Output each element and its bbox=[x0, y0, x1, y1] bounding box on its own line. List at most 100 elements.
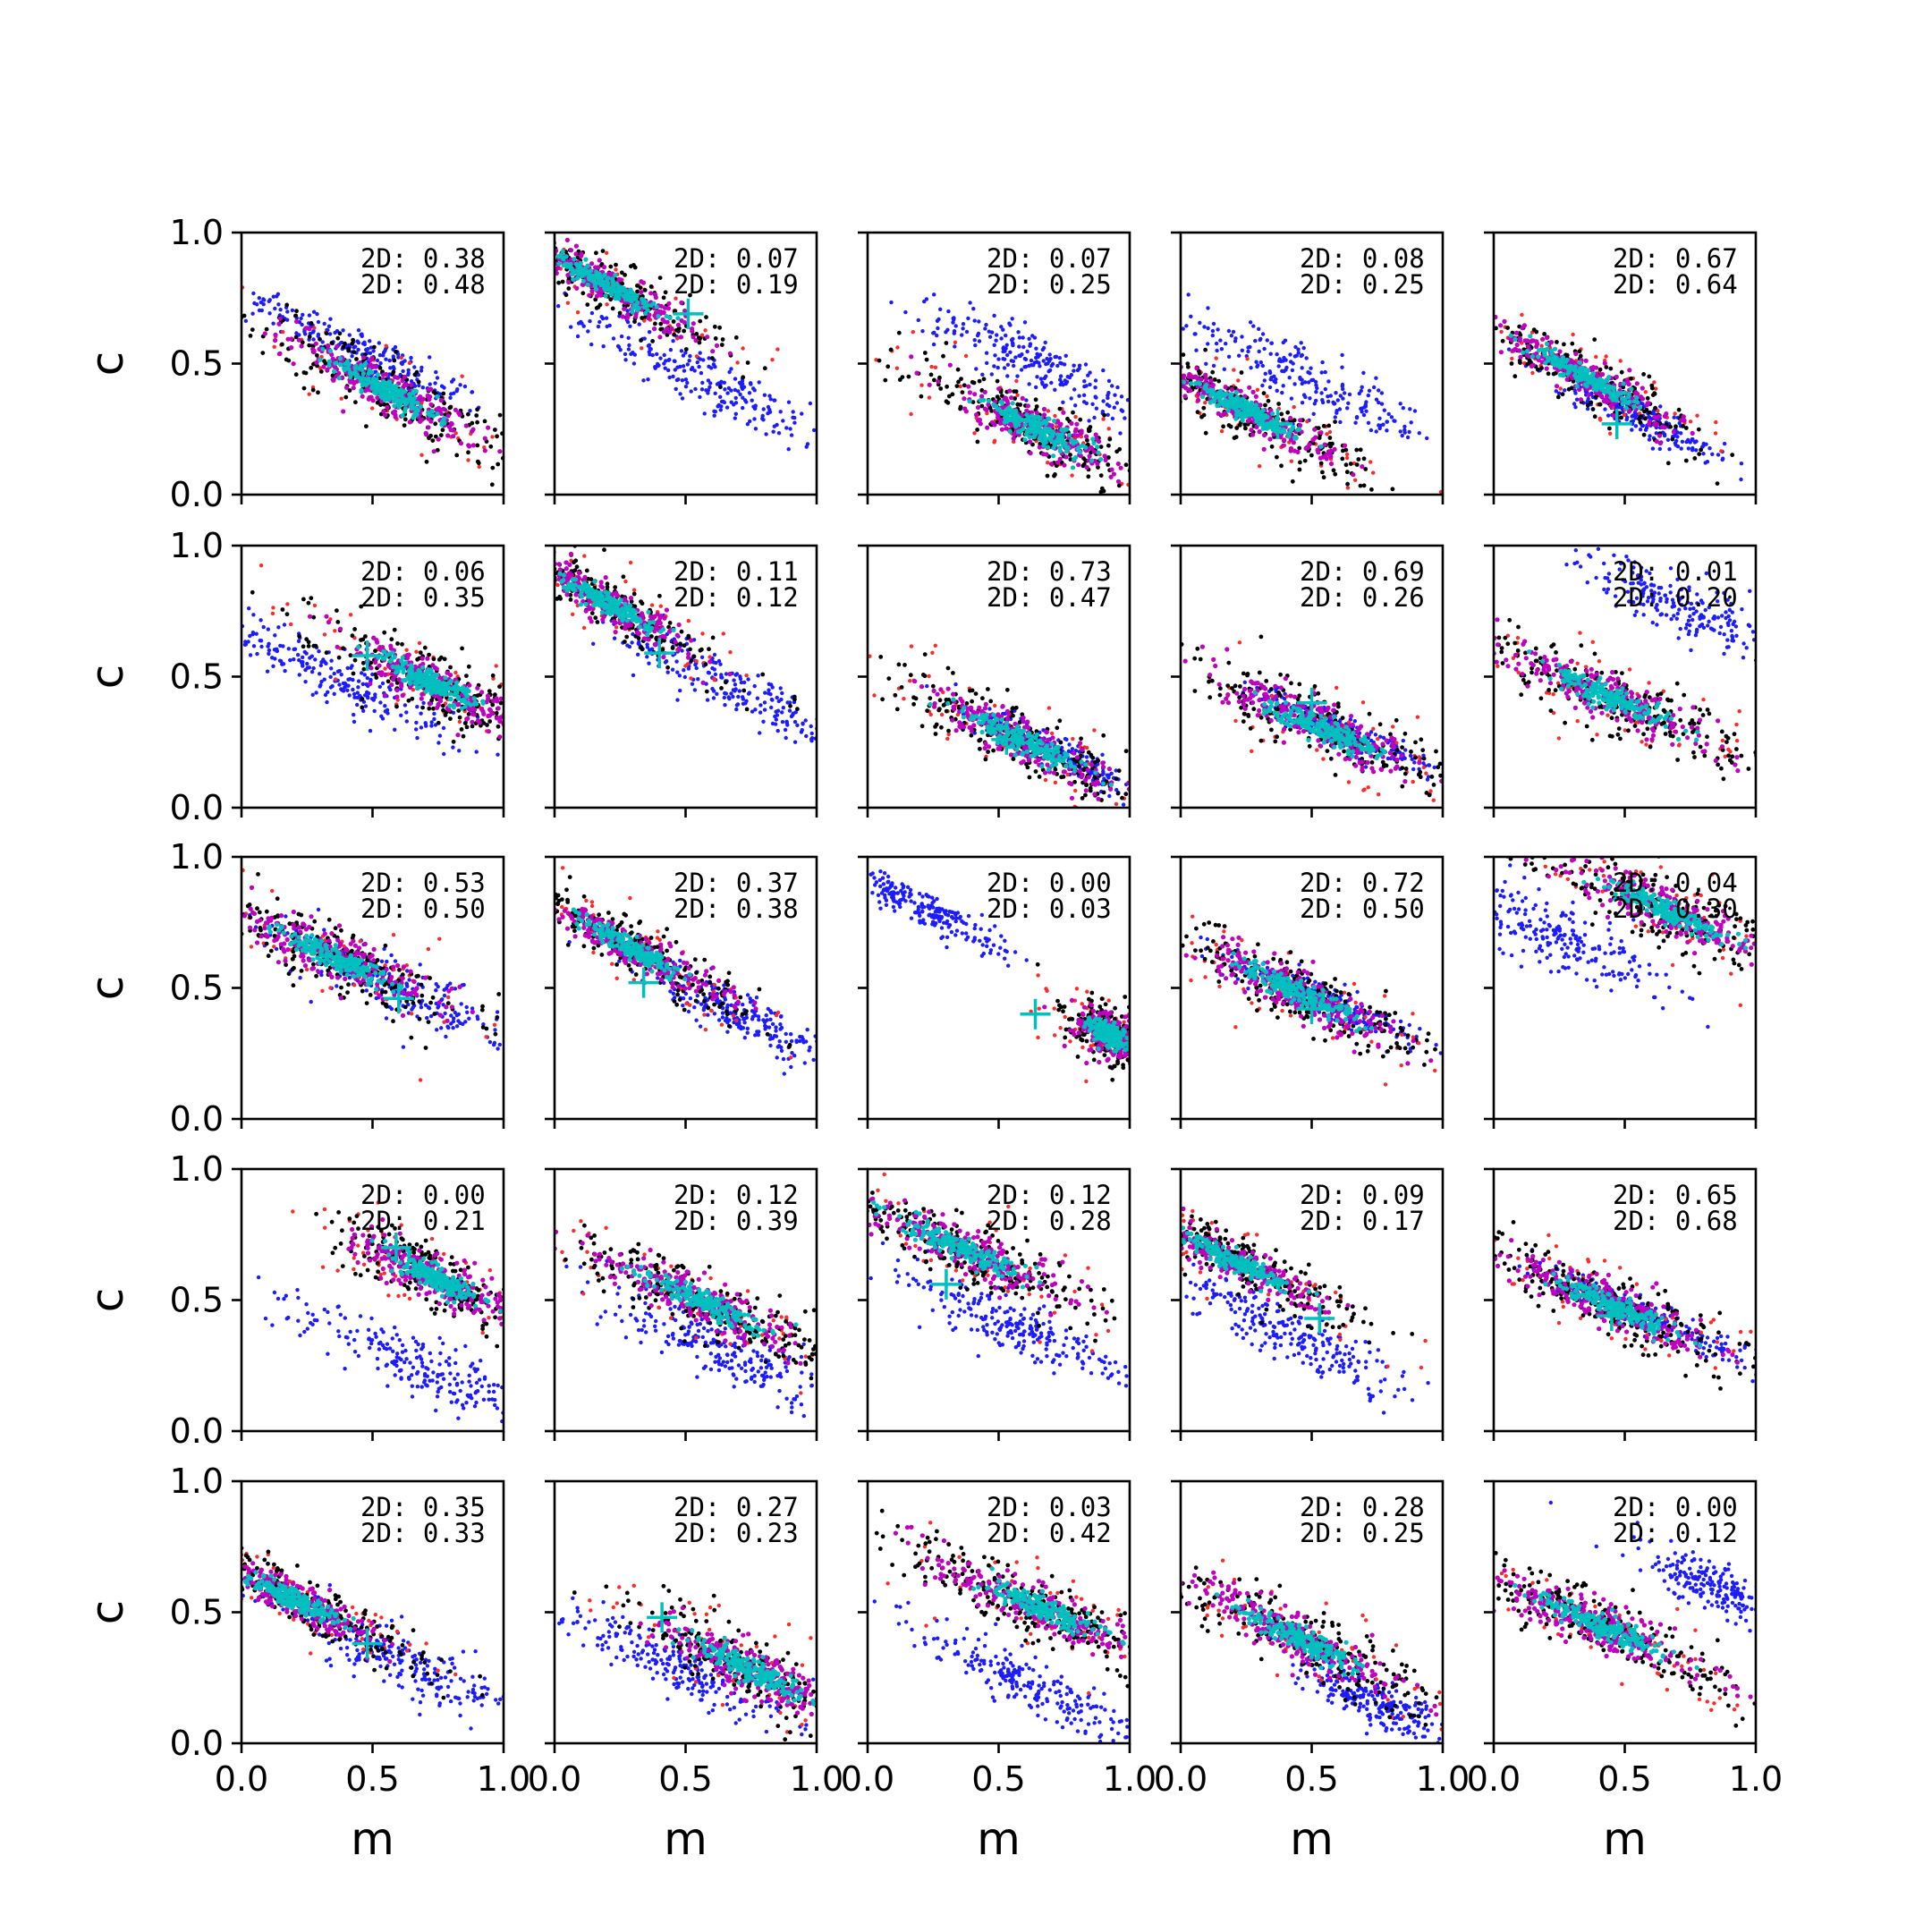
black-samples-point bbox=[318, 369, 324, 374]
blue-samples-point bbox=[255, 302, 259, 307]
magenta-samples-point bbox=[1102, 453, 1107, 459]
blue-samples-point bbox=[1573, 391, 1578, 395]
blue-samples-point bbox=[671, 339, 675, 343]
magenta-samples-point bbox=[1518, 354, 1523, 360]
blue-samples-point bbox=[1341, 396, 1345, 401]
magenta-samples-point bbox=[1210, 382, 1216, 388]
black-samples-point bbox=[698, 318, 703, 324]
red-samples-point bbox=[272, 344, 276, 349]
black-samples-point bbox=[532, 250, 537, 254]
blue-samples-point bbox=[995, 333, 999, 337]
cyan-samples-point bbox=[603, 293, 608, 299]
blue-samples-point bbox=[1038, 377, 1044, 381]
black-samples-point bbox=[1333, 471, 1338, 477]
blue-samples-point bbox=[1034, 346, 1038, 351]
blue-samples-point bbox=[381, 353, 386, 358]
cyan-samples-point bbox=[1009, 411, 1014, 417]
red-samples-point bbox=[459, 203, 462, 207]
blue-samples-point bbox=[922, 299, 927, 304]
cyan-samples-point bbox=[410, 398, 415, 403]
blue-samples-point bbox=[1118, 431, 1123, 436]
magenta-samples-point bbox=[1627, 368, 1632, 373]
black-samples-point bbox=[896, 330, 902, 335]
red-samples-point bbox=[542, 235, 546, 239]
magenta-samples-point bbox=[1513, 330, 1520, 335]
cyan-samples-point bbox=[656, 314, 661, 319]
red-samples-point bbox=[530, 490, 534, 494]
black-samples-point bbox=[928, 372, 934, 377]
magenta-samples-point bbox=[1168, 365, 1173, 369]
magenta-samples-point bbox=[1608, 403, 1614, 409]
red-samples-point bbox=[532, 248, 536, 251]
cyan-samples-point bbox=[634, 301, 640, 306]
black-samples-point bbox=[307, 343, 312, 348]
cyan-samples-point bbox=[1022, 437, 1028, 443]
cyan-samples-point bbox=[1249, 409, 1254, 414]
blue-samples-point bbox=[267, 311, 272, 316]
blue-samples-point bbox=[725, 391, 730, 395]
blue-samples-point bbox=[1640, 423, 1645, 428]
stat-label: 2D: 0.25 bbox=[987, 269, 1112, 300]
blue-samples-point bbox=[674, 386, 678, 392]
blue-samples-point bbox=[255, 651, 259, 657]
y-tick-label: 1.0 bbox=[170, 213, 224, 252]
magenta-samples-point bbox=[1679, 418, 1684, 423]
stat-label: 2D: 0.25 bbox=[1300, 269, 1425, 300]
cyan-samples-point bbox=[1043, 439, 1048, 445]
black-samples-point bbox=[523, 220, 528, 225]
blue-samples-point bbox=[511, 284, 514, 288]
black-samples-point bbox=[1243, 426, 1248, 431]
cyan-samples-point bbox=[1262, 413, 1268, 419]
blue-samples-point bbox=[1194, 348, 1199, 352]
blue-samples-point bbox=[250, 311, 255, 316]
black-samples-point bbox=[956, 379, 961, 385]
blue-samples-point bbox=[775, 422, 779, 428]
magenta-samples-point bbox=[381, 409, 386, 414]
blue-samples-point bbox=[1408, 407, 1412, 411]
blue-samples-point bbox=[764, 432, 768, 436]
magenta-samples-point bbox=[1024, 408, 1030, 413]
black-samples-point bbox=[347, 388, 352, 393]
black-samples-point bbox=[1121, 355, 1125, 360]
black-samples-point bbox=[542, 274, 547, 278]
black-samples-point bbox=[979, 403, 985, 409]
magenta-samples-point bbox=[1291, 440, 1296, 445]
magenta-samples-point bbox=[1076, 462, 1081, 468]
blue-samples-point bbox=[687, 359, 691, 363]
black-samples-point bbox=[1063, 329, 1067, 334]
magenta-samples-point bbox=[927, 382, 932, 387]
blue-samples-point bbox=[1647, 437, 1652, 442]
blue-samples-point bbox=[1044, 383, 1048, 387]
blue-samples-point bbox=[1679, 446, 1683, 451]
black-samples-point bbox=[1025, 312, 1030, 317]
blue-samples-point bbox=[123, 566, 127, 570]
cyan-samples-point bbox=[362, 360, 369, 367]
blue-samples-point bbox=[1082, 379, 1087, 384]
red-samples-point bbox=[575, 310, 580, 315]
black-samples-point bbox=[1101, 488, 1106, 494]
magenta-samples-point bbox=[1087, 453, 1092, 459]
blue-samples-point bbox=[1010, 317, 1014, 321]
blue-samples-point bbox=[1122, 285, 1125, 289]
blue-samples-point bbox=[1032, 335, 1038, 340]
blue-samples-point bbox=[1379, 402, 1385, 406]
cyan-samples-point bbox=[606, 275, 611, 281]
black-samples-point bbox=[475, 407, 479, 412]
blue-samples-point bbox=[538, 279, 541, 283]
blue-samples-point bbox=[326, 324, 332, 328]
blue-samples-point bbox=[1292, 382, 1297, 386]
magenta-samples-point bbox=[1530, 338, 1536, 343]
blue-samples-point bbox=[433, 723, 438, 727]
cyan-samples-point bbox=[384, 394, 389, 399]
magenta-samples-point bbox=[947, 362, 953, 368]
black-samples-point bbox=[1354, 447, 1360, 453]
black-samples-point bbox=[538, 221, 543, 225]
cyan-samples-point bbox=[1037, 436, 1042, 442]
magenta-samples-point bbox=[1057, 456, 1063, 462]
blue-samples-point bbox=[1319, 370, 1324, 375]
black-samples-point bbox=[1131, 351, 1135, 355]
blue-samples-point bbox=[712, 413, 716, 418]
magenta-samples-point bbox=[1062, 462, 1067, 468]
red-samples-point bbox=[1054, 425, 1059, 429]
blue-samples-point bbox=[1306, 380, 1311, 385]
